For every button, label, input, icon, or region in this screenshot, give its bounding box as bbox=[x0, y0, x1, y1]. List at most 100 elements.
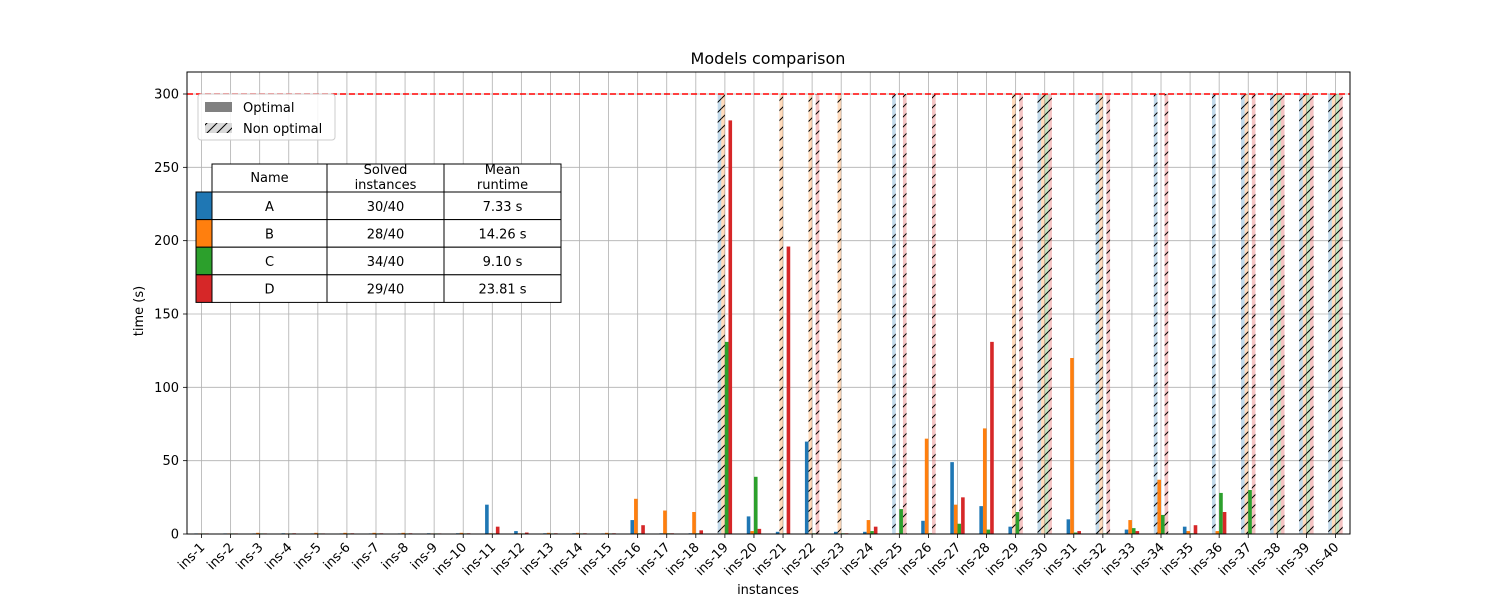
table-cell: 30/40 bbox=[367, 200, 404, 215]
table-cell: C bbox=[265, 255, 274, 270]
bar-hatch-B-ins-37 bbox=[1244, 94, 1249, 534]
x-tick-label: ins-2 bbox=[204, 540, 237, 573]
bar-hatch-A-ins-32 bbox=[1095, 94, 1100, 534]
bar-B-ins-5 bbox=[314, 532, 318, 534]
table-cell: D bbox=[264, 283, 274, 298]
table-header-cell: runtime bbox=[477, 178, 528, 193]
x-tick-label: ins-6 bbox=[321, 540, 354, 573]
bar-hatch-B-ins-21 bbox=[779, 94, 784, 534]
table-row bbox=[211, 274, 562, 303]
bar-A-ins-22 bbox=[804, 441, 809, 534]
table-row-color-swatch bbox=[195, 274, 213, 303]
bar-hatch-B-ins-19 bbox=[721, 94, 725, 534]
bar-hatch-B-ins-29 bbox=[1012, 94, 1016, 534]
bar-hatch-B-ins-30 bbox=[1041, 94, 1045, 534]
bar-B-ins-31 bbox=[1070, 358, 1074, 534]
bar-D-ins-19 bbox=[728, 120, 733, 535]
bar-hatch-C-ins-40 bbox=[1335, 94, 1340, 534]
bar-B-ins-24 bbox=[866, 520, 871, 534]
bar-D-ins-35 bbox=[1193, 525, 1198, 534]
bar-C-ins-31 bbox=[1073, 532, 1078, 534]
x-tick-label: ins-3 bbox=[234, 540, 267, 573]
bar-D-ins-28 bbox=[990, 341, 994, 534]
bar-B-ins-15 bbox=[604, 532, 609, 534]
x-axis-label: instances bbox=[737, 583, 799, 598]
bar-hatch-D-ins-34 bbox=[1164, 94, 1169, 534]
bar-D-ins-36 bbox=[1222, 512, 1227, 534]
bar-B-ins-27 bbox=[953, 504, 958, 534]
bar-A-ins-29 bbox=[1008, 526, 1013, 534]
y-tick-label: 50 bbox=[162, 454, 179, 469]
y-tick-label: 250 bbox=[154, 161, 179, 176]
bar-C-ins-36 bbox=[1219, 492, 1223, 534]
bar-hatch-D-ins-38 bbox=[1280, 94, 1285, 534]
y-axis-label: time (s) bbox=[132, 286, 147, 336]
table-row bbox=[211, 219, 562, 248]
bar-D-ins-24 bbox=[873, 526, 878, 534]
bar-B-ins-13 bbox=[546, 532, 551, 534]
table-cell: 34/40 bbox=[367, 255, 404, 270]
bar-C-ins-37 bbox=[1248, 490, 1252, 534]
bar-hatch-C-ins-38 bbox=[1277, 94, 1281, 534]
table-row-color-swatch bbox=[195, 219, 213, 248]
legend-non-optimal-hatch bbox=[205, 123, 232, 133]
bars bbox=[194, 94, 1343, 535]
bar-A-ins-16 bbox=[630, 520, 635, 534]
bar-hatch-B-ins-40 bbox=[1331, 94, 1336, 534]
bar-A-ins-11 bbox=[485, 504, 489, 534]
bar-C-ins-24 bbox=[870, 531, 874, 534]
bar-hatch-D-ins-39 bbox=[1309, 94, 1314, 534]
bar-A-ins-21 bbox=[775, 531, 780, 534]
bar-D-ins-31 bbox=[1077, 531, 1081, 534]
table-row-color-swatch bbox=[195, 246, 213, 276]
bar-B-ins-34 bbox=[1157, 479, 1162, 534]
y-tick-label: 200 bbox=[154, 234, 179, 249]
table-header-cell: Solved bbox=[364, 163, 408, 178]
bar-D-ins-21 bbox=[786, 246, 791, 535]
table-header-cell: Mean bbox=[485, 163, 520, 178]
legend-optimal-swatch bbox=[205, 102, 232, 112]
y-tick-label: 150 bbox=[154, 308, 179, 323]
bar-hatch-A-ins-19 bbox=[717, 94, 722, 534]
legend-optimal-label: Optimal bbox=[243, 101, 294, 116]
table-header-cell: Name bbox=[250, 171, 288, 186]
table-cell: 9.10 s bbox=[483, 255, 523, 270]
bar-D-ins-11 bbox=[495, 526, 500, 534]
bar-B-ins-10 bbox=[459, 532, 464, 534]
table-cell: 14.26 s bbox=[478, 227, 526, 242]
bar-hatch-B-ins-38 bbox=[1273, 94, 1278, 534]
table-row bbox=[211, 246, 562, 276]
bar-B-ins-6 bbox=[343, 532, 347, 534]
bar-hatch-A-ins-30 bbox=[1037, 94, 1042, 534]
table-header-row bbox=[211, 163, 562, 193]
bar-D-ins-27 bbox=[961, 497, 965, 534]
bar-hatch-C-ins-39 bbox=[1306, 94, 1310, 534]
table-cell: 23.81 s bbox=[478, 283, 526, 298]
bar-hatch-B-ins-22 bbox=[808, 94, 813, 534]
bar-B-ins-14 bbox=[575, 532, 580, 534]
bar-C-ins-29 bbox=[1015, 512, 1020, 534]
bar-hatch-A-ins-39 bbox=[1299, 94, 1303, 534]
bar-B-ins-3 bbox=[256, 532, 260, 534]
plot-frame bbox=[186, 71, 1351, 535]
bar-hatch-D-ins-25 bbox=[902, 94, 907, 534]
bar-A-ins-23 bbox=[833, 531, 838, 534]
bar-C-ins-33 bbox=[1131, 528, 1136, 534]
bar-hatch-A-ins-38 bbox=[1270, 94, 1274, 534]
bar-D-ins-20 bbox=[757, 528, 762, 534]
table-cell: A bbox=[265, 200, 274, 215]
bar-C-ins-34 bbox=[1161, 514, 1165, 534]
bar-hatch-D-ins-26 bbox=[932, 94, 936, 534]
bar-hatch-A-ins-36 bbox=[1211, 94, 1216, 534]
y-tick-label: 0 bbox=[171, 528, 179, 543]
bar-A-ins-26 bbox=[921, 520, 925, 534]
chart-title: Models comparison bbox=[691, 49, 846, 68]
bar-A-ins-27 bbox=[950, 462, 954, 534]
x-tick-label: ins-40 bbox=[1303, 540, 1342, 579]
bar-A-ins-12 bbox=[514, 531, 518, 534]
y-tick-label: 300 bbox=[154, 88, 179, 103]
bar-B-ins-28 bbox=[982, 428, 987, 534]
bar-hatch-A-ins-37 bbox=[1241, 94, 1245, 534]
bar-B-ins-18 bbox=[692, 512, 696, 534]
